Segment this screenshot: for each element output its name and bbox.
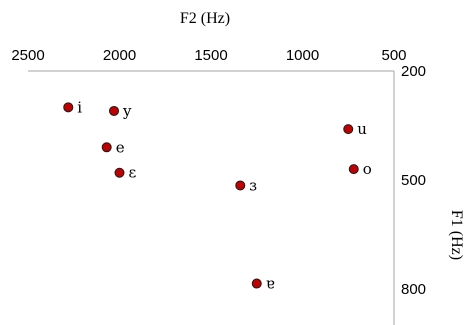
data-point-label: i <box>77 98 82 116</box>
data-point-label: ɐ <box>266 275 275 293</box>
x-tick-label: 2000 <box>103 47 136 64</box>
data-point-label: ɛ <box>129 164 137 182</box>
data-point-label: y <box>122 102 132 120</box>
x-axis-ticks: 2500 2000 1500 1000 500 <box>11 47 406 64</box>
y-tick-label: 500 <box>401 172 426 189</box>
y-tick-label: 800 <box>401 281 426 298</box>
x-tick-label: 500 <box>381 47 406 64</box>
x-tick-label: 1000 <box>286 47 319 64</box>
data-point-marker <box>251 278 262 289</box>
data-point-label: ɜ <box>249 176 257 194</box>
data-point-marker <box>114 167 125 178</box>
data-point-marker <box>343 124 354 135</box>
y-tick-label: 200 <box>401 63 426 80</box>
data-points: i yeɛ ɜ u o ɐ <box>63 98 372 293</box>
y-axis-title: F1 (Hz) <box>448 210 465 260</box>
x-tick-label: 2500 <box>11 47 44 64</box>
data-point-marker <box>109 105 120 116</box>
data-point-label: e <box>116 138 125 156</box>
y-axis-ticks: 200 500 800 <box>401 63 426 298</box>
data-point-marker <box>63 102 74 113</box>
data-point-marker <box>348 164 359 175</box>
x-axis-title: F2 (Hz) <box>180 10 230 27</box>
data-point-label: o <box>363 160 372 178</box>
x-tick-label: 1500 <box>194 47 227 64</box>
data-point-marker <box>235 180 246 191</box>
data-point-marker <box>101 142 112 153</box>
data-point-label: u <box>357 120 367 138</box>
